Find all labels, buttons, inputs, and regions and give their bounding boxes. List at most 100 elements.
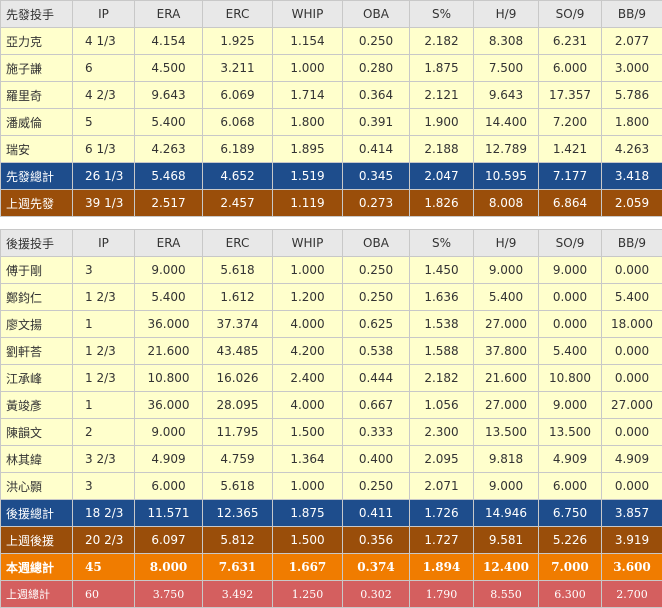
stat-cell: 12.365 (203, 500, 273, 527)
stat-cell: 2.071 (410, 473, 474, 500)
pitcher-name: 廖文揚 (1, 311, 73, 338)
stat-cell: 1.500 (273, 527, 343, 554)
stat-cell: 3.750 (135, 581, 203, 608)
stat-cell: 1.636 (410, 284, 474, 311)
stat-cell: 27.000 (474, 392, 539, 419)
stat-cell: 2.059 (602, 190, 662, 217)
stat-cell: 5.400 (474, 284, 539, 311)
stat-cell: 0.302 (343, 581, 410, 608)
stat-cell: 1.826 (410, 190, 474, 217)
stat-cell: 0.364 (343, 82, 410, 109)
stat-cell: 0.000 (602, 257, 662, 284)
stat-cell: 37.800 (474, 338, 539, 365)
stat-cell: 0.000 (602, 365, 662, 392)
stat-cell: 4.652 (203, 163, 273, 190)
stat-cell: 1 2/3 (73, 365, 135, 392)
stat-cell: 1 2/3 (73, 338, 135, 365)
stat-cell: 0.374 (343, 554, 410, 581)
stat-cell: 1.925 (203, 28, 273, 55)
stat-cell: 0.444 (343, 365, 410, 392)
stat-cell: 6.231 (539, 28, 602, 55)
pitcher-name: 潘威倫 (1, 109, 73, 136)
stat-cell: 1 2/3 (73, 284, 135, 311)
pitcher-name: 洪心顥 (1, 473, 73, 500)
stat-cell: 5.226 (539, 527, 602, 554)
stat-cell: 3.600 (602, 554, 662, 581)
section-header-label: 後援投手 (1, 230, 73, 257)
stat-cell: 3.418 (602, 163, 662, 190)
section-header-label: 先發投手 (1, 1, 73, 28)
stat-cell: 4.154 (135, 28, 203, 55)
stat-cell: 2.121 (410, 82, 474, 109)
stat-cell: 5.812 (203, 527, 273, 554)
stat-cell: 5.468 (135, 163, 203, 190)
stat-cell: 3 (73, 257, 135, 284)
stat-cell: 27.000 (474, 311, 539, 338)
stat-cell: 3.000 (602, 55, 662, 82)
stat-cell: 9.000 (539, 257, 602, 284)
column-header: ERA (135, 1, 203, 28)
pitcher-name: 劉軒荅 (1, 338, 73, 365)
stat-cell: 5.786 (602, 82, 662, 109)
summary-label: 上週後援 (1, 527, 73, 554)
stat-cell: 1.056 (410, 392, 474, 419)
stat-cell: 2.095 (410, 446, 474, 473)
stat-cell: 14.400 (474, 109, 539, 136)
stat-cell: 6 1/3 (73, 136, 135, 163)
stat-cell: 3.492 (203, 581, 273, 608)
column-header: ERC (203, 1, 273, 28)
stat-cell: 6.000 (539, 55, 602, 82)
stat-cell: 2.182 (410, 28, 474, 55)
stat-cell: 0.538 (343, 338, 410, 365)
stat-cell: 0.000 (602, 338, 662, 365)
column-header: IP (73, 1, 135, 28)
stat-cell: 0.356 (343, 527, 410, 554)
stat-cell: 2.400 (273, 365, 343, 392)
stat-cell: 4.909 (602, 446, 662, 473)
stat-cell: 4.000 (273, 311, 343, 338)
stat-cell: 1.000 (273, 257, 343, 284)
column-header: OBA (343, 230, 410, 257)
stat-cell: 0.250 (343, 284, 410, 311)
stat-cell: 0.625 (343, 311, 410, 338)
stat-cell: 7.500 (474, 55, 539, 82)
stat-cell: 0.345 (343, 163, 410, 190)
stat-cell: 1.538 (410, 311, 474, 338)
stat-cell: 4.500 (135, 55, 203, 82)
stat-cell: 4 1/3 (73, 28, 135, 55)
summary-label: 先發總計 (1, 163, 73, 190)
stat-cell: 11.571 (135, 500, 203, 527)
stat-cell: 6.068 (203, 109, 273, 136)
stat-cell: 18 2/3 (73, 500, 135, 527)
pitcher-name: 黃竣彥 (1, 392, 73, 419)
summary-label: 後援總計 (1, 500, 73, 527)
stat-cell: 6.189 (203, 136, 273, 163)
stat-cell: 0.000 (539, 311, 602, 338)
stat-cell: 6.300 (539, 581, 602, 608)
stat-cell: 1 (73, 392, 135, 419)
stat-cell: 5.618 (203, 257, 273, 284)
stat-cell: 0.250 (343, 473, 410, 500)
stat-cell: 4.200 (273, 338, 343, 365)
stat-cell: 9.643 (474, 82, 539, 109)
stat-cell: 7.200 (539, 109, 602, 136)
stat-cell: 7.177 (539, 163, 602, 190)
stat-cell: 45 (73, 554, 135, 581)
stat-cell: 9.000 (135, 419, 203, 446)
stat-cell: 6.069 (203, 82, 273, 109)
column-header: IP (73, 230, 135, 257)
stat-cell: 1.726 (410, 500, 474, 527)
stat-cell: 10.595 (474, 163, 539, 190)
stat-cell: 9.643 (135, 82, 203, 109)
stat-cell: 2.182 (410, 365, 474, 392)
